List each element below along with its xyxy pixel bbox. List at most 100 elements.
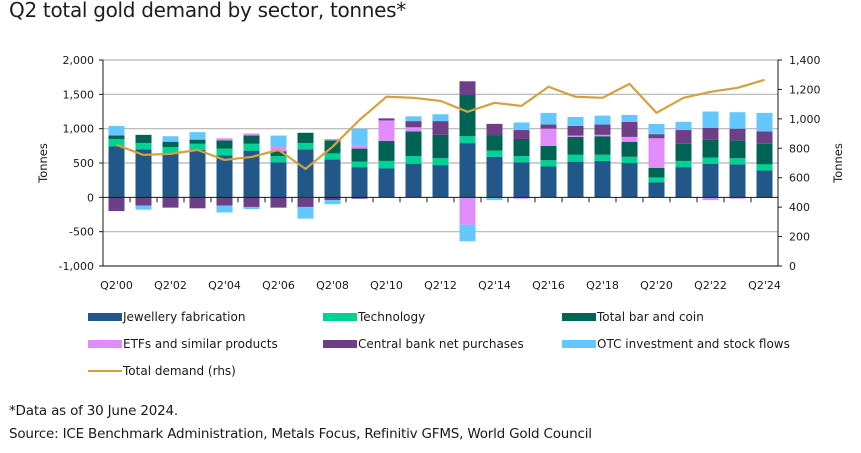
bar-central-bank-net-purchases	[243, 197, 260, 207]
bar-central-bank-net-purchases	[378, 118, 395, 121]
y2-tick-label: 0	[789, 260, 796, 273]
x-tick-label: Q2'18	[586, 279, 619, 292]
bar-total-bar-and-coin	[405, 131, 422, 157]
total-demand-line	[116, 78, 765, 170]
bars	[108, 81, 773, 242]
bar-technology	[729, 158, 746, 165]
bar-etfs-and-similar-products	[324, 138, 341, 141]
bar-technology	[675, 160, 692, 168]
bar-central-bank-net-purchases	[432, 121, 449, 135]
bar-jewellery-fabrication	[270, 162, 287, 198]
legend-color-swatch	[88, 340, 122, 348]
bar-central-bank-net-purchases	[135, 197, 152, 206]
bar-central-bank-net-purchases	[702, 127, 719, 140]
bar-total-bar-and-coin	[756, 143, 773, 165]
bar-otc-investment-and-stock-flows	[432, 114, 449, 122]
bar-central-bank-net-purchases	[459, 81, 476, 96]
y2-tick-label: 600	[789, 172, 810, 185]
x-tick-label: Q2'20	[640, 279, 673, 292]
y-tick-label: 500	[73, 157, 94, 170]
bar-technology	[189, 143, 206, 150]
bar-jewellery-fabrication	[351, 167, 368, 198]
bar-jewellery-fabrication	[756, 170, 773, 198]
bar-etfs-and-similar-products	[540, 128, 557, 146]
bar-central-bank-net-purchases	[594, 124, 611, 135]
bar-technology	[567, 154, 584, 162]
bar-central-bank-net-purchases	[486, 123, 503, 136]
bar-total-bar-and-coin	[621, 141, 638, 157]
bar-technology	[135, 143, 152, 150]
legend-item: ETFs and similar products	[88, 337, 278, 351]
axes	[99, 59, 782, 267]
y2-tick-label: 200	[789, 231, 810, 244]
bar-jewellery-fabrication	[594, 160, 611, 198]
y-axis-ticks: 2,000 1,500 1,000 500 0 -500 -1,000	[59, 54, 94, 273]
bar-total-bar-and-coin	[513, 138, 530, 157]
x-tick-label: Q2'08	[316, 279, 349, 292]
bar-etfs-and-similar-products	[216, 138, 233, 141]
bar-jewellery-fabrication	[243, 150, 260, 198]
legend-item: Central bank net purchases	[323, 337, 524, 351]
bar-total-bar-and-coin	[675, 143, 692, 161]
bar-central-bank-net-purchases	[405, 121, 422, 128]
y-axis-title: Tonnes	[36, 143, 50, 184]
bar-jewellery-fabrication	[459, 143, 476, 198]
y-tick-label: 1,500	[63, 88, 95, 101]
bar-jewellery-fabrication	[432, 165, 449, 198]
bar-total-bar-and-coin	[459, 95, 476, 137]
bar-central-bank-net-purchases	[756, 131, 773, 144]
bar-technology	[162, 147, 179, 154]
y2-tick-label: 1,200	[789, 83, 821, 96]
footnote: *Data as of 30 June 2024.	[9, 403, 178, 419]
bar-central-bank-net-purchases	[324, 197, 341, 201]
bar-otc-investment-and-stock-flows	[675, 121, 692, 131]
legend-item: OTC investment and stock flows	[562, 337, 790, 351]
x-tick-label: Q2'24	[748, 279, 781, 292]
y-tick-label: 0	[87, 191, 94, 204]
bar-jewellery-fabrication	[162, 153, 179, 198]
bar-technology	[459, 136, 476, 144]
legend-label: Technology	[358, 310, 426, 324]
bar-jewellery-fabrication	[378, 168, 395, 198]
bar-otc-investment-and-stock-flows	[513, 122, 530, 131]
legend-label: OTC investment and stock flows	[597, 337, 790, 351]
bar-technology	[216, 148, 233, 156]
x-tick-label: Q2'10	[370, 279, 403, 292]
bar-etfs-and-similar-products	[729, 197, 746, 199]
bar-central-bank-net-purchases	[351, 197, 368, 199]
x-tick-label: Q2'12	[424, 279, 457, 292]
y2-tick-label: 1,400	[789, 54, 821, 67]
x-axis-ticks: Q2'00 Q2'02 Q2'04 Q2'06 Q2'08 Q2'10 Q2'12 Q2'14…	[100, 279, 781, 292]
bar-otc-investment-and-stock-flows	[459, 224, 476, 242]
bar-total-bar-and-coin	[243, 135, 260, 144]
bar-total-bar-and-coin	[567, 136, 584, 155]
y-tick-label: -500	[69, 226, 94, 239]
legend-color-swatch	[88, 313, 122, 321]
bar-technology	[270, 156, 287, 163]
bar-otc-investment-and-stock-flows	[243, 206, 260, 210]
legend-line-swatch	[88, 370, 122, 372]
bar-technology	[648, 177, 665, 183]
bar-jewellery-fabrication	[675, 167, 692, 198]
bar-jewellery-fabrication	[729, 164, 746, 198]
bar-technology	[756, 164, 773, 171]
bar-technology	[297, 143, 314, 150]
bar-otc-investment-and-stock-flows	[567, 116, 584, 126]
bar-central-bank-net-purchases	[513, 130, 530, 139]
bar-central-bank-net-purchases	[729, 128, 746, 141]
bar-otc-investment-and-stock-flows	[702, 111, 719, 128]
legend-color-swatch	[323, 340, 357, 348]
bar-otc-investment-and-stock-flows	[405, 116, 422, 122]
bar-total-bar-and-coin	[270, 151, 287, 157]
bar-jewellery-fabrication	[405, 163, 422, 198]
bar-jewellery-fabrication	[540, 166, 557, 198]
bar-central-bank-net-purchases	[108, 197, 125, 212]
total-demand-line-group	[116, 78, 765, 170]
bar-otc-investment-and-stock-flows	[216, 205, 233, 213]
bar-etfs-and-similar-products	[594, 134, 611, 137]
bar-otc-investment-and-stock-flows	[621, 114, 638, 122]
y2-axis-title: Tonnes	[831, 143, 845, 184]
bar-jewellery-fabrication	[621, 163, 638, 198]
bar-otc-investment-and-stock-flows	[135, 205, 152, 210]
chart-title: Q2 total gold demand by sector, tonnes*	[9, 0, 407, 22]
